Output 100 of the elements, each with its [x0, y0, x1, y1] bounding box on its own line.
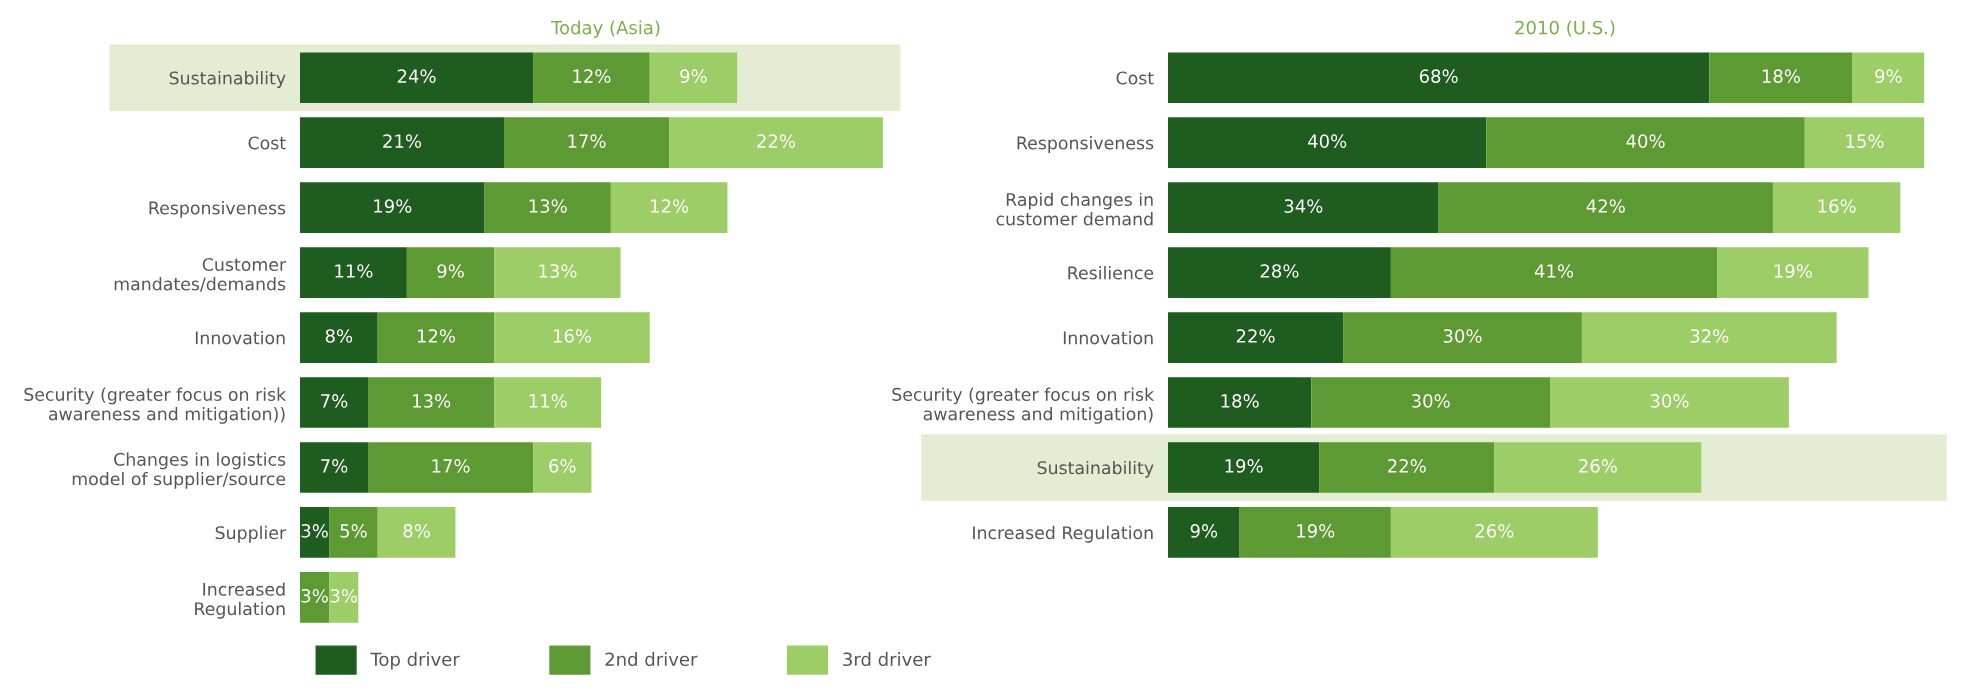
bar [1390, 507, 1598, 558]
data-label: 9% [680, 69, 707, 83]
data-label: 41% [1534, 264, 1574, 278]
data-label: 12% [651, 199, 689, 213]
bar [1239, 507, 1391, 558]
bar [406, 247, 495, 298]
bar [1390, 247, 1718, 298]
bar [533, 52, 650, 104]
data-label: 13% [413, 394, 451, 408]
bar [504, 117, 670, 169]
bar [1168, 507, 1240, 558]
data-label: 11% [335, 264, 373, 278]
bar [494, 377, 602, 428]
bar [1772, 182, 1901, 233]
data-label: 19% [374, 199, 412, 213]
y-tick-label: Security (greater focus on risk awareness and mitigation)) [24, 387, 287, 424]
bar [300, 312, 378, 363]
data-label: 3% [301, 524, 328, 538]
bar [1581, 312, 1837, 363]
data-label: 30% [1650, 394, 1689, 408]
data-label: 68% [1419, 69, 1458, 83]
data-label: 12% [417, 329, 456, 343]
bar [1438, 182, 1773, 233]
y-tick-label: Cost [1116, 71, 1154, 85]
data-label: 15% [1846, 134, 1884, 148]
data-label: 18% [1762, 69, 1800, 83]
y-tick-label: Cost [248, 136, 286, 150]
data-label: 16% [553, 329, 592, 343]
data-label: 17% [568, 134, 606, 148]
bar [300, 442, 368, 493]
bar [494, 247, 621, 298]
data-label: 42% [1586, 199, 1625, 213]
y-tick-label: Supplier [215, 525, 287, 543]
data-label: 28% [1260, 264, 1299, 278]
legend-label: Top driver [370, 652, 460, 670]
data-label: 17% [432, 459, 470, 473]
bar [1168, 182, 1439, 233]
bar [1717, 247, 1869, 298]
data-label: 16% [1818, 199, 1856, 213]
bar [1804, 117, 1925, 169]
bar [300, 247, 407, 298]
y-tick-label: Increased Regulation [195, 582, 285, 619]
y-tick-label: Customer mandates/demands [114, 257, 287, 292]
bar [1168, 312, 1344, 363]
bar [1852, 52, 1925, 104]
data-label: 30% [1411, 394, 1450, 408]
data-label: 40% [1308, 134, 1347, 148]
bar [669, 117, 883, 169]
data-label: 22% [1388, 459, 1426, 473]
bar [1486, 117, 1805, 169]
bar [1494, 442, 1702, 493]
bar [1343, 312, 1582, 363]
bar [1168, 117, 1487, 169]
data-label: 32% [1690, 329, 1729, 343]
data-label: 26% [1579, 459, 1617, 473]
bar [1550, 377, 1789, 428]
legend-label: 3rd driver [843, 652, 931, 667]
y-tick-label: Changes in logistics model of supplier/source [72, 452, 286, 489]
bar [1311, 377, 1551, 428]
data-label: 8% [325, 329, 353, 343]
data-label: 26% [1475, 524, 1514, 538]
data-label: 12% [573, 69, 611, 83]
data-label: 8% [403, 524, 430, 538]
data-label: 19% [1225, 459, 1263, 473]
bar [300, 377, 368, 428]
y-tick-label: Innovation [195, 330, 285, 345]
data-label: 5% [340, 524, 367, 538]
data-label: 7% [321, 459, 348, 473]
data-label: 19% [1297, 524, 1335, 538]
y-tick-label: Innovation [1063, 330, 1153, 345]
y-tick-label: Security (greater focus on risk awareness and mitigation) [892, 387, 1155, 424]
bar [1168, 377, 1312, 428]
legend-label: 2nd driver [605, 652, 698, 667]
bar [377, 312, 495, 363]
data-label: 34% [1284, 199, 1323, 213]
data-label: 19% [1774, 264, 1812, 278]
bar [368, 377, 495, 428]
data-label: 18% [1221, 394, 1259, 408]
chart-title: 2010 (U.S.) [1515, 20, 1615, 37]
bar [484, 182, 611, 233]
data-label: 9% [1875, 69, 1902, 83]
bar [533, 442, 592, 493]
data-label: 24% [397, 69, 436, 83]
y-tick-label: Resilience [1068, 266, 1154, 280]
bar [1168, 52, 1710, 104]
data-label: 9% [437, 264, 464, 278]
data-label: 7% [321, 394, 348, 408]
bar [329, 572, 359, 623]
bar [329, 507, 378, 558]
y-tick-label: Responsiveness [149, 201, 286, 218]
data-label: 13% [529, 199, 567, 213]
bar [1168, 247, 1391, 298]
data-label: 3% [301, 588, 328, 603]
y-tick-label: Rapid changes in customer demand [996, 192, 1153, 226]
data-label: 30% [1443, 329, 1482, 343]
bar [300, 182, 485, 233]
bar [649, 52, 738, 104]
data-label: 3% [330, 588, 358, 603]
bar [300, 52, 534, 104]
bar [494, 312, 650, 363]
